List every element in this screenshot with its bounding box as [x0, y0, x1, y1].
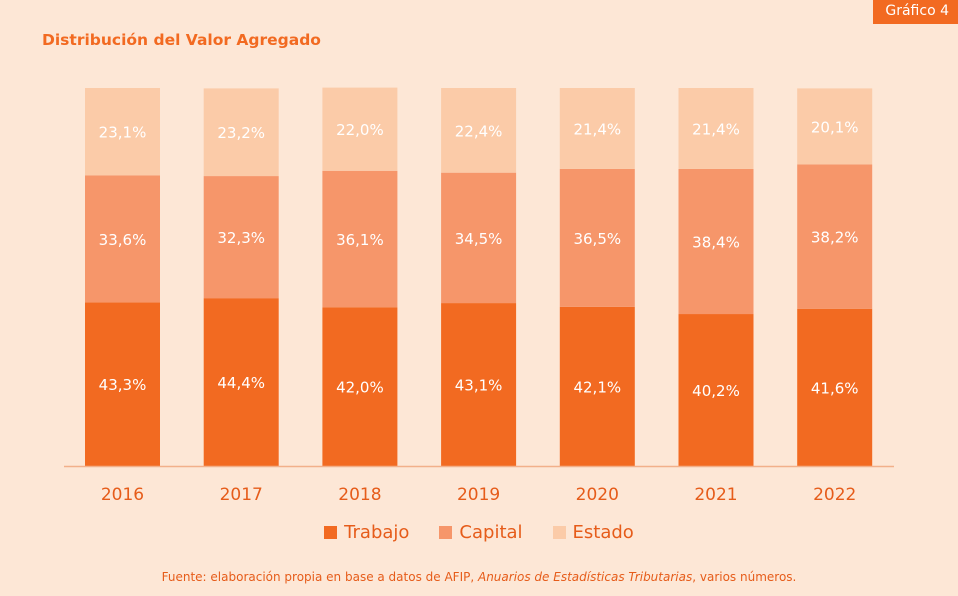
data-label-trabajo-2020: 42,1% — [573, 378, 621, 396]
legend-item-capital: Capital — [439, 522, 523, 543]
bar-capital-2022 — [797, 164, 873, 309]
legend-swatch-trabajo — [324, 526, 338, 539]
x-tick-label-2020: 2020 — [576, 485, 619, 505]
data-label-trabajo-2022: 41,6% — [811, 379, 859, 397]
x-tick-label-2021: 2021 — [694, 485, 737, 505]
bar-capital-2018 — [322, 170, 398, 308]
data-label-capital-2017: 32,3% — [217, 229, 265, 247]
data-label-estado-2016: 23,1% — [99, 124, 147, 142]
bar-estado-2018 — [322, 87, 398, 171]
source-prefix: Fuente: elaboración propia en base a dat… — [161, 570, 478, 584]
bar-estado-2016 — [85, 88, 160, 176]
legend-item-estado: Estado — [552, 522, 634, 543]
bar-trabajo-2016 — [85, 302, 160, 466]
bar-capital-2020 — [559, 168, 635, 307]
bar-estado-2022 — [797, 88, 873, 165]
legend-swatch-capital — [439, 526, 453, 539]
bar-trabajo-2021 — [678, 314, 754, 466]
x-tick-label-2017: 2017 — [220, 485, 263, 505]
data-label-capital-2020: 36,5% — [573, 230, 621, 248]
bar-capital-2021 — [678, 168, 754, 315]
data-label-capital-2022: 38,2% — [811, 229, 859, 247]
bar-trabajo-2018 — [322, 307, 398, 466]
data-label-trabajo-2021: 40,2% — [692, 382, 740, 400]
data-label-estado-2022: 20,1% — [811, 118, 859, 136]
data-label-estado-2019: 22,4% — [455, 122, 503, 140]
data-label-estado-2018: 22,0% — [336, 121, 384, 139]
legend-label-capital: Capital — [459, 522, 523, 543]
stacked-bar-chart: 43,3% 33,6% 23,1% 2016 44,4% 32,3% 23,2% 2017 42… — [64, 87, 894, 505]
legend: Trabajo Capital Estado — [0, 522, 958, 543]
bar-trabajo-2017 — [203, 298, 279, 466]
data-label-trabajo-2017: 44,4% — [217, 374, 265, 392]
bar-capital-2017 — [203, 176, 279, 299]
x-tick-label-2019: 2019 — [457, 485, 500, 505]
chart-title: Distribución del Valor Agregado — [42, 31, 321, 49]
data-label-estado-2017: 23,2% — [217, 124, 265, 142]
data-label-trabajo-2019: 43,1% — [455, 377, 503, 395]
data-label-trabajo-2016: 43,3% — [99, 376, 147, 394]
source-note: Fuente: elaboración propia en base a dat… — [0, 570, 958, 584]
bar-trabajo-2022 — [797, 308, 873, 466]
bar-estado-2021 — [678, 88, 754, 169]
bar-estado-2020 — [559, 88, 635, 169]
chart-number-badge: Gráfico 4 — [873, 0, 958, 24]
bar-estado-2017 — [203, 88, 279, 177]
legend-item-trabajo: Trabajo — [324, 522, 409, 543]
source-italic: Anuarios de Estadísticas Tributarias — [477, 570, 693, 584]
legend-label-estado: Estado — [572, 522, 634, 543]
data-label-estado-2020: 21,4% — [573, 120, 621, 138]
data-label-capital-2021: 38,4% — [692, 233, 740, 251]
data-label-capital-2019: 34,5% — [455, 230, 503, 248]
data-label-trabajo-2018: 42,0% — [336, 379, 384, 397]
bar-capital-2019 — [441, 172, 517, 304]
x-tick-label-2016: 2016 — [101, 485, 144, 505]
x-tick-label-2022: 2022 — [813, 485, 856, 505]
data-label-capital-2016: 33,6% — [99, 231, 147, 249]
legend-swatch-estado — [552, 526, 566, 539]
bar-trabajo-2019 — [441, 303, 517, 466]
x-tick-label-2018: 2018 — [338, 485, 381, 505]
bar-trabajo-2020 — [559, 306, 635, 466]
bar-estado-2019 — [441, 88, 517, 173]
data-label-capital-2018: 36,1% — [336, 231, 384, 249]
source-suffix: , varios números. — [692, 570, 797, 584]
legend-label-trabajo: Trabajo — [344, 522, 410, 543]
data-label-estado-2021: 21,4% — [692, 120, 740, 138]
bar-capital-2016 — [85, 175, 160, 303]
